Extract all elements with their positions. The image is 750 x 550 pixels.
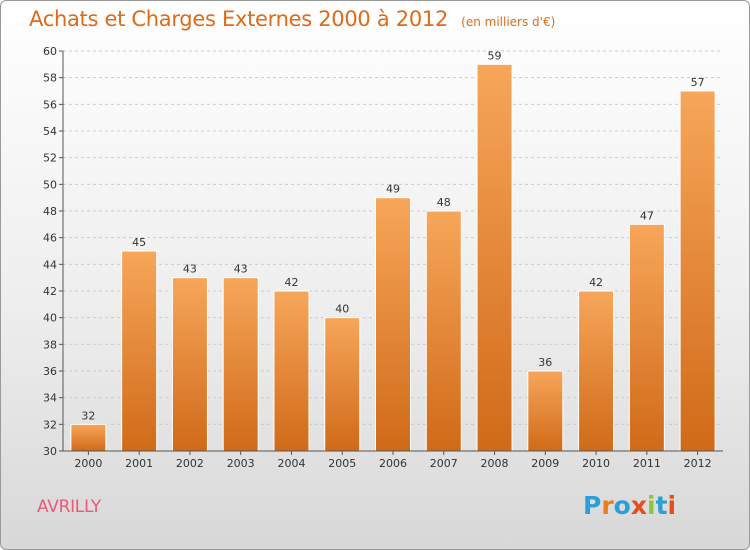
value-label: 42: [284, 276, 298, 289]
y-tick-label: 60: [43, 45, 57, 58]
y-tick-label: 40: [43, 312, 57, 325]
y-tick-label: 38: [43, 338, 57, 351]
proxiti-logo: Proxiti: [583, 491, 676, 520]
y-tick-label: 46: [43, 232, 57, 245]
value-label: 45: [132, 236, 146, 249]
bar: [273, 290, 310, 452]
value-label: 43: [183, 263, 197, 276]
bar: [70, 423, 107, 452]
x-tick-label: 2011: [633, 457, 661, 470]
value-label: 36: [538, 356, 552, 369]
value-label: 48: [437, 196, 451, 209]
title-row: Achats et Charges Externes 2000 à 2012 (…: [29, 7, 555, 31]
bar: [375, 197, 411, 452]
x-tick-label: 2010: [582, 457, 610, 470]
x-tick-label: 2012: [684, 457, 712, 470]
value-label: 40: [335, 303, 349, 316]
bar: [476, 63, 513, 452]
value-label: 32: [81, 409, 95, 422]
y-tick-label: 56: [43, 98, 57, 111]
y-tick-label: 54: [43, 125, 57, 138]
logo-letter: o: [613, 491, 631, 520]
bar: [578, 290, 615, 452]
value-label: 59: [488, 49, 502, 62]
logo-letter: P: [583, 491, 602, 520]
x-tick-label: 2000: [74, 457, 102, 470]
logo-letter: t: [655, 491, 668, 520]
value-label: 42: [589, 276, 603, 289]
x-tick-label: 2008: [481, 457, 509, 470]
y-tick-label: 32: [43, 418, 57, 431]
x-tick-label: 2002: [176, 457, 204, 470]
bar: [679, 90, 716, 452]
bar: [425, 210, 462, 452]
bar: [171, 277, 208, 452]
x-tick-label: 2003: [227, 457, 255, 470]
y-tick-label: 52: [43, 152, 57, 165]
logo-letter: i: [667, 491, 677, 520]
bar: [324, 317, 361, 452]
commune-name: AVRILLY: [37, 497, 101, 517]
logo-letter: x: [630, 491, 647, 520]
y-tick-label: 34: [43, 392, 57, 405]
x-tick-label: 2006: [379, 457, 407, 470]
value-label: 47: [640, 209, 654, 222]
y-tick-label: 36: [43, 365, 57, 378]
bar: [628, 223, 665, 452]
chart-subtitle: (en milliers d'€): [461, 15, 556, 29]
y-tick-label: 42: [43, 285, 57, 298]
y-tick-label: 50: [43, 178, 57, 191]
value-label: 49: [386, 183, 400, 196]
bar-layer: [70, 63, 716, 452]
logo-letter: i: [647, 491, 656, 520]
x-tick-label: 2001: [125, 457, 153, 470]
x-tick-label: 2009: [531, 457, 559, 470]
y-tick-label: 58: [43, 72, 57, 85]
y-tick-label: 48: [43, 205, 57, 218]
axis-layer: [59, 50, 723, 455]
x-tick-label: 2004: [277, 457, 305, 470]
bar: [222, 277, 259, 452]
bar: [121, 250, 158, 452]
label-layer: 30 32 34 36 38 40 42 44 46 48 50 52 54 56 58 60 32 2000 45…: [43, 45, 712, 470]
x-tick-label: 2005: [328, 457, 356, 470]
value-label: 57: [691, 76, 705, 89]
logo-letter: r: [601, 491, 614, 520]
chart-title: Achats et Charges Externes 2000 à 2012: [29, 7, 449, 31]
y-tick-label: 44: [43, 258, 57, 271]
value-label: 43: [234, 263, 248, 276]
bar: [527, 370, 564, 452]
x-tick-label: 2007: [430, 457, 458, 470]
y-tick-label: 30: [43, 445, 57, 458]
